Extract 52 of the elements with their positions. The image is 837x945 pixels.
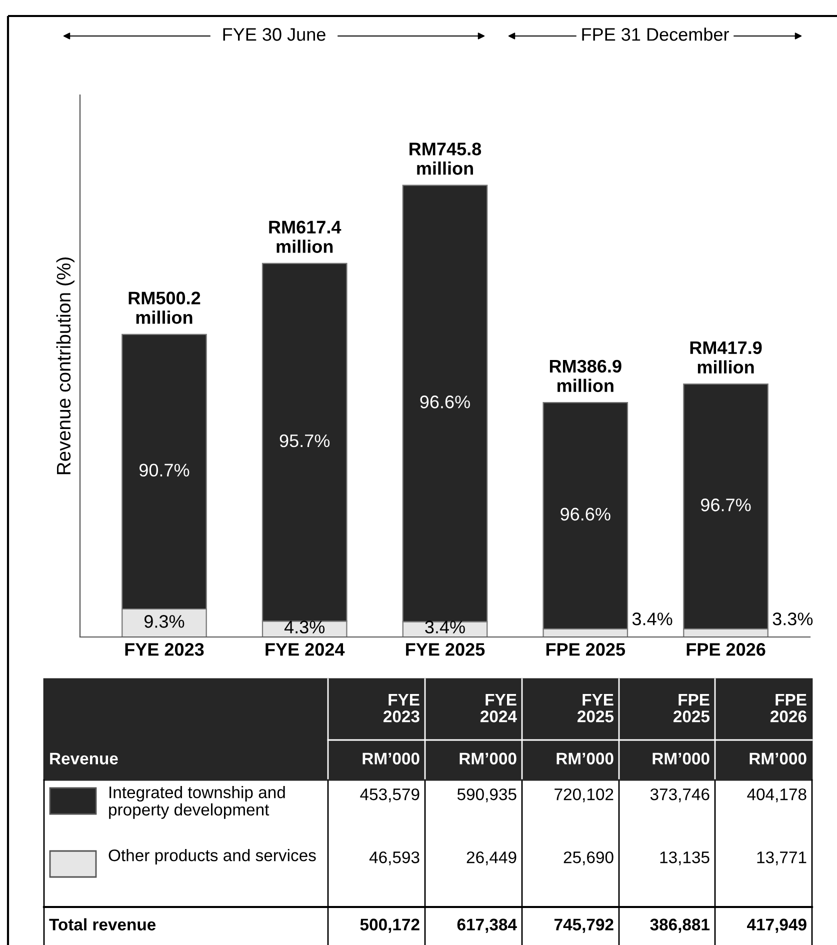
- text: FPE 2026: [770, 694, 806, 722]
- text: FYE 2025: [578, 694, 614, 722]
- x-tick-label: FYE 2024: [266, 643, 345, 656]
- text: 25,690: [564, 851, 614, 866]
- text: 617,384: [457, 918, 517, 933]
- text: FYE 2023: [384, 694, 420, 722]
- text: RM’000: [750, 752, 806, 764]
- text: 500,172: [360, 918, 420, 933]
- text: 404,178: [747, 788, 806, 802]
- annotation: RM745.8 million: [410, 142, 482, 175]
- text: FYE 2024: [480, 694, 517, 722]
- text: RM’000: [556, 752, 614, 764]
- annotation: 96.6%: [420, 396, 470, 408]
- text: FPE 31 December: [582, 28, 729, 41]
- text: FYE 30 June: [223, 28, 326, 41]
- annotation: 3.4%: [632, 612, 672, 626]
- annotation: RM386.9 million: [550, 360, 622, 392]
- text: 13,135: [660, 851, 710, 866]
- text: 373,746: [650, 788, 710, 802]
- legend-label: Integrated township and property development: [109, 786, 285, 819]
- text: Total revenue: [49, 918, 156, 930]
- x-tick-label: FPE 2025: [546, 643, 626, 656]
- annotation: RM617.4 million: [269, 220, 342, 253]
- annotation: 90.7%: [139, 464, 190, 477]
- text: 26,449: [466, 851, 516, 866]
- x-tick-label: FPE 2026: [686, 643, 766, 656]
- text: 417,949: [747, 918, 806, 933]
- text: Revenue: [50, 752, 118, 764]
- annotation: 95.7%: [280, 434, 330, 448]
- text: 745,792: [554, 918, 614, 933]
- y-axis-title: Revenue contribution (%): [56, 257, 74, 474]
- annotation: 3.4%: [425, 620, 465, 634]
- text: 386,881: [650, 918, 710, 933]
- text: 453,579: [360, 788, 420, 802]
- text: RM’000: [362, 752, 420, 764]
- text: 46,593: [369, 851, 420, 866]
- text: RM’000: [652, 752, 710, 764]
- x-tick-label: FYE 2023: [125, 643, 204, 656]
- text: RM’000: [460, 752, 516, 764]
- annotation: 3.3%: [772, 612, 813, 626]
- annotation: RM417.9 million: [690, 341, 762, 374]
- annotation: 4.3%: [284, 620, 325, 634]
- text: FPE 2025: [674, 694, 710, 722]
- legend-label: Other products and services: [108, 849, 316, 865]
- annotation: 96.7%: [701, 498, 751, 512]
- annotation: 9.3%: [144, 615, 184, 628]
- annotation: 96.6%: [560, 508, 610, 521]
- x-tick-label: FYE 2025: [406, 643, 485, 656]
- text: 590,935: [457, 788, 516, 802]
- annotation: RM500.2 million: [128, 292, 200, 324]
- text: 720,102: [554, 788, 614, 802]
- text: 13,771: [757, 851, 806, 866]
